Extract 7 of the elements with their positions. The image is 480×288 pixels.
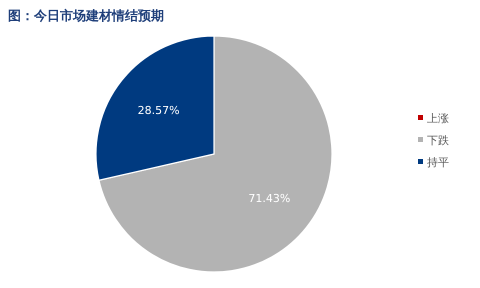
legend-label: 上涨: [427, 112, 449, 125]
chart-title: 图：今日市场建材情结预期: [8, 8, 164, 24]
pie-slice: [98, 35, 333, 272]
legend-label: 持平: [427, 156, 449, 169]
legend-label: 下跌: [427, 134, 449, 147]
data-label: 28.57%: [138, 104, 180, 117]
data-label: 71.43%: [248, 192, 290, 206]
